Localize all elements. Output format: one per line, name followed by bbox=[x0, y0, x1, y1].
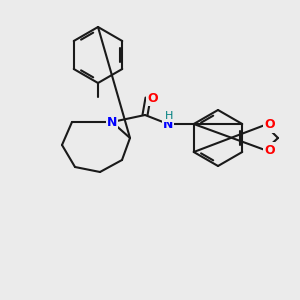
Text: H: H bbox=[165, 111, 173, 121]
Text: O: O bbox=[148, 92, 158, 104]
Text: N: N bbox=[163, 118, 173, 130]
Text: O: O bbox=[265, 118, 275, 131]
Text: O: O bbox=[265, 143, 275, 157]
Text: N: N bbox=[107, 116, 117, 128]
